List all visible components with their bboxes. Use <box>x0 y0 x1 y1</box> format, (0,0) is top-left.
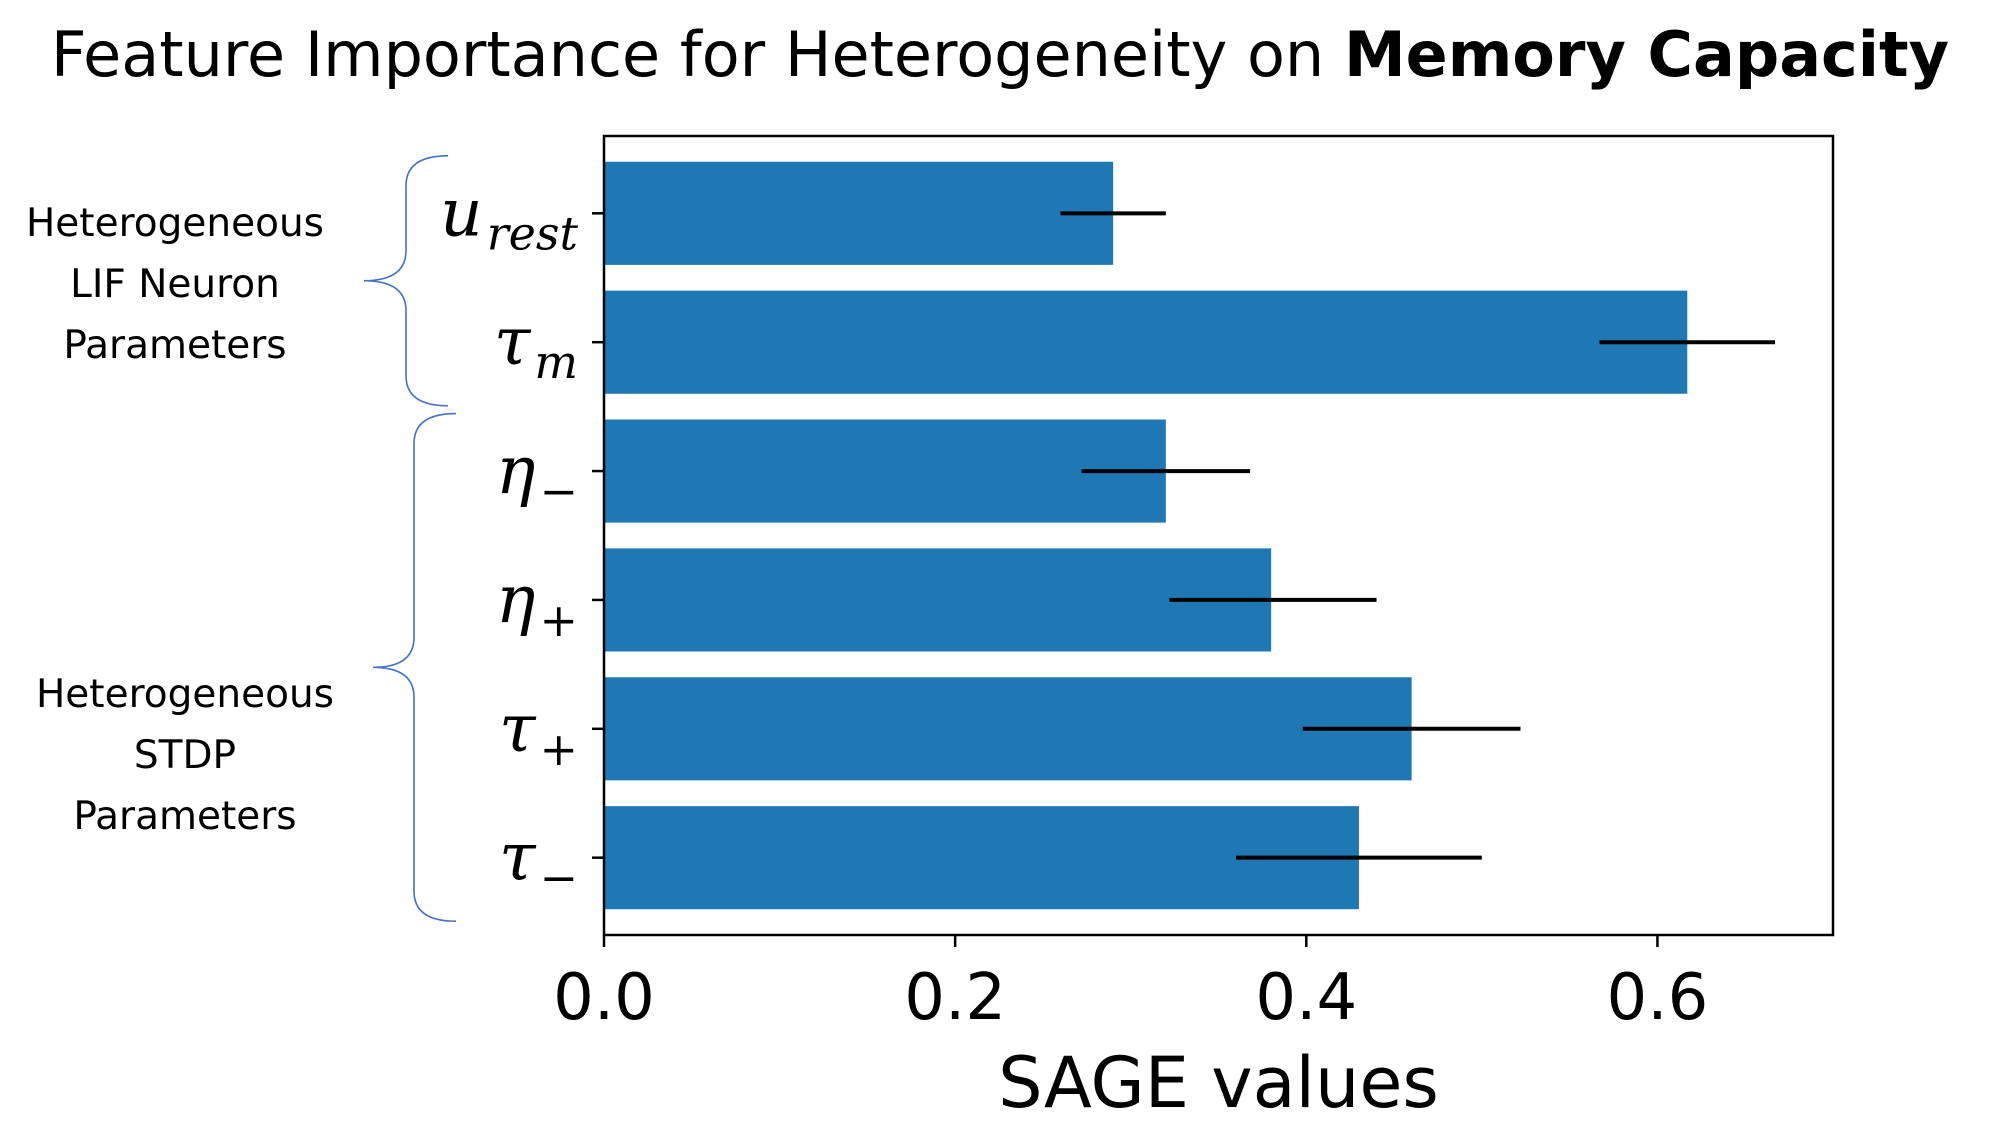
x-tick-label: 0.6 <box>1607 961 1709 1035</box>
chart-title-main: Feature Importance for Heterogeneity on <box>50 18 1325 91</box>
x-tick-label: 0.0 <box>553 961 655 1035</box>
bar <box>604 677 1412 781</box>
group-label-line: Heterogeneous <box>35 672 334 717</box>
group-label-line: LIF Neuron <box>70 262 280 307</box>
y-tick-label: η− <box>496 432 578 518</box>
bar <box>604 419 1166 523</box>
y-tick-label: urest <box>440 174 578 260</box>
plot-frame <box>602 134 1835 937</box>
group-brace <box>363 154 449 407</box>
group-label-lif: Heterogeneous LIF Neuron Parameters <box>0 193 350 376</box>
group-label-line: STDP <box>133 733 237 778</box>
bar <box>604 806 1359 910</box>
x-axis-label: SAGE values <box>998 1042 1439 1124</box>
y-tick-label: η+ <box>496 561 578 647</box>
chart-title-emphasis: Memory Capacity <box>1343 18 1950 91</box>
y-tick-label: τ+ <box>499 690 578 776</box>
group-label-line: Heterogeneous <box>25 201 324 246</box>
bar <box>604 290 1688 394</box>
x-tick-label: 0.2 <box>904 961 1006 1035</box>
chart-title: Feature Importance for Heterogeneity on … <box>0 18 2000 91</box>
x-tick-label: 0.4 <box>1255 961 1357 1035</box>
group-label-line: Parameters <box>63 323 287 368</box>
group-label-stdp: Heterogeneous STDP Parameters <box>10 664 360 847</box>
y-tick-label: τm <box>494 303 578 389</box>
bar <box>604 161 1114 265</box>
y-tick-label: τ− <box>499 819 578 905</box>
group-brace <box>372 412 457 923</box>
group-label-line: Parameters <box>73 794 297 839</box>
bar <box>604 548 1272 652</box>
